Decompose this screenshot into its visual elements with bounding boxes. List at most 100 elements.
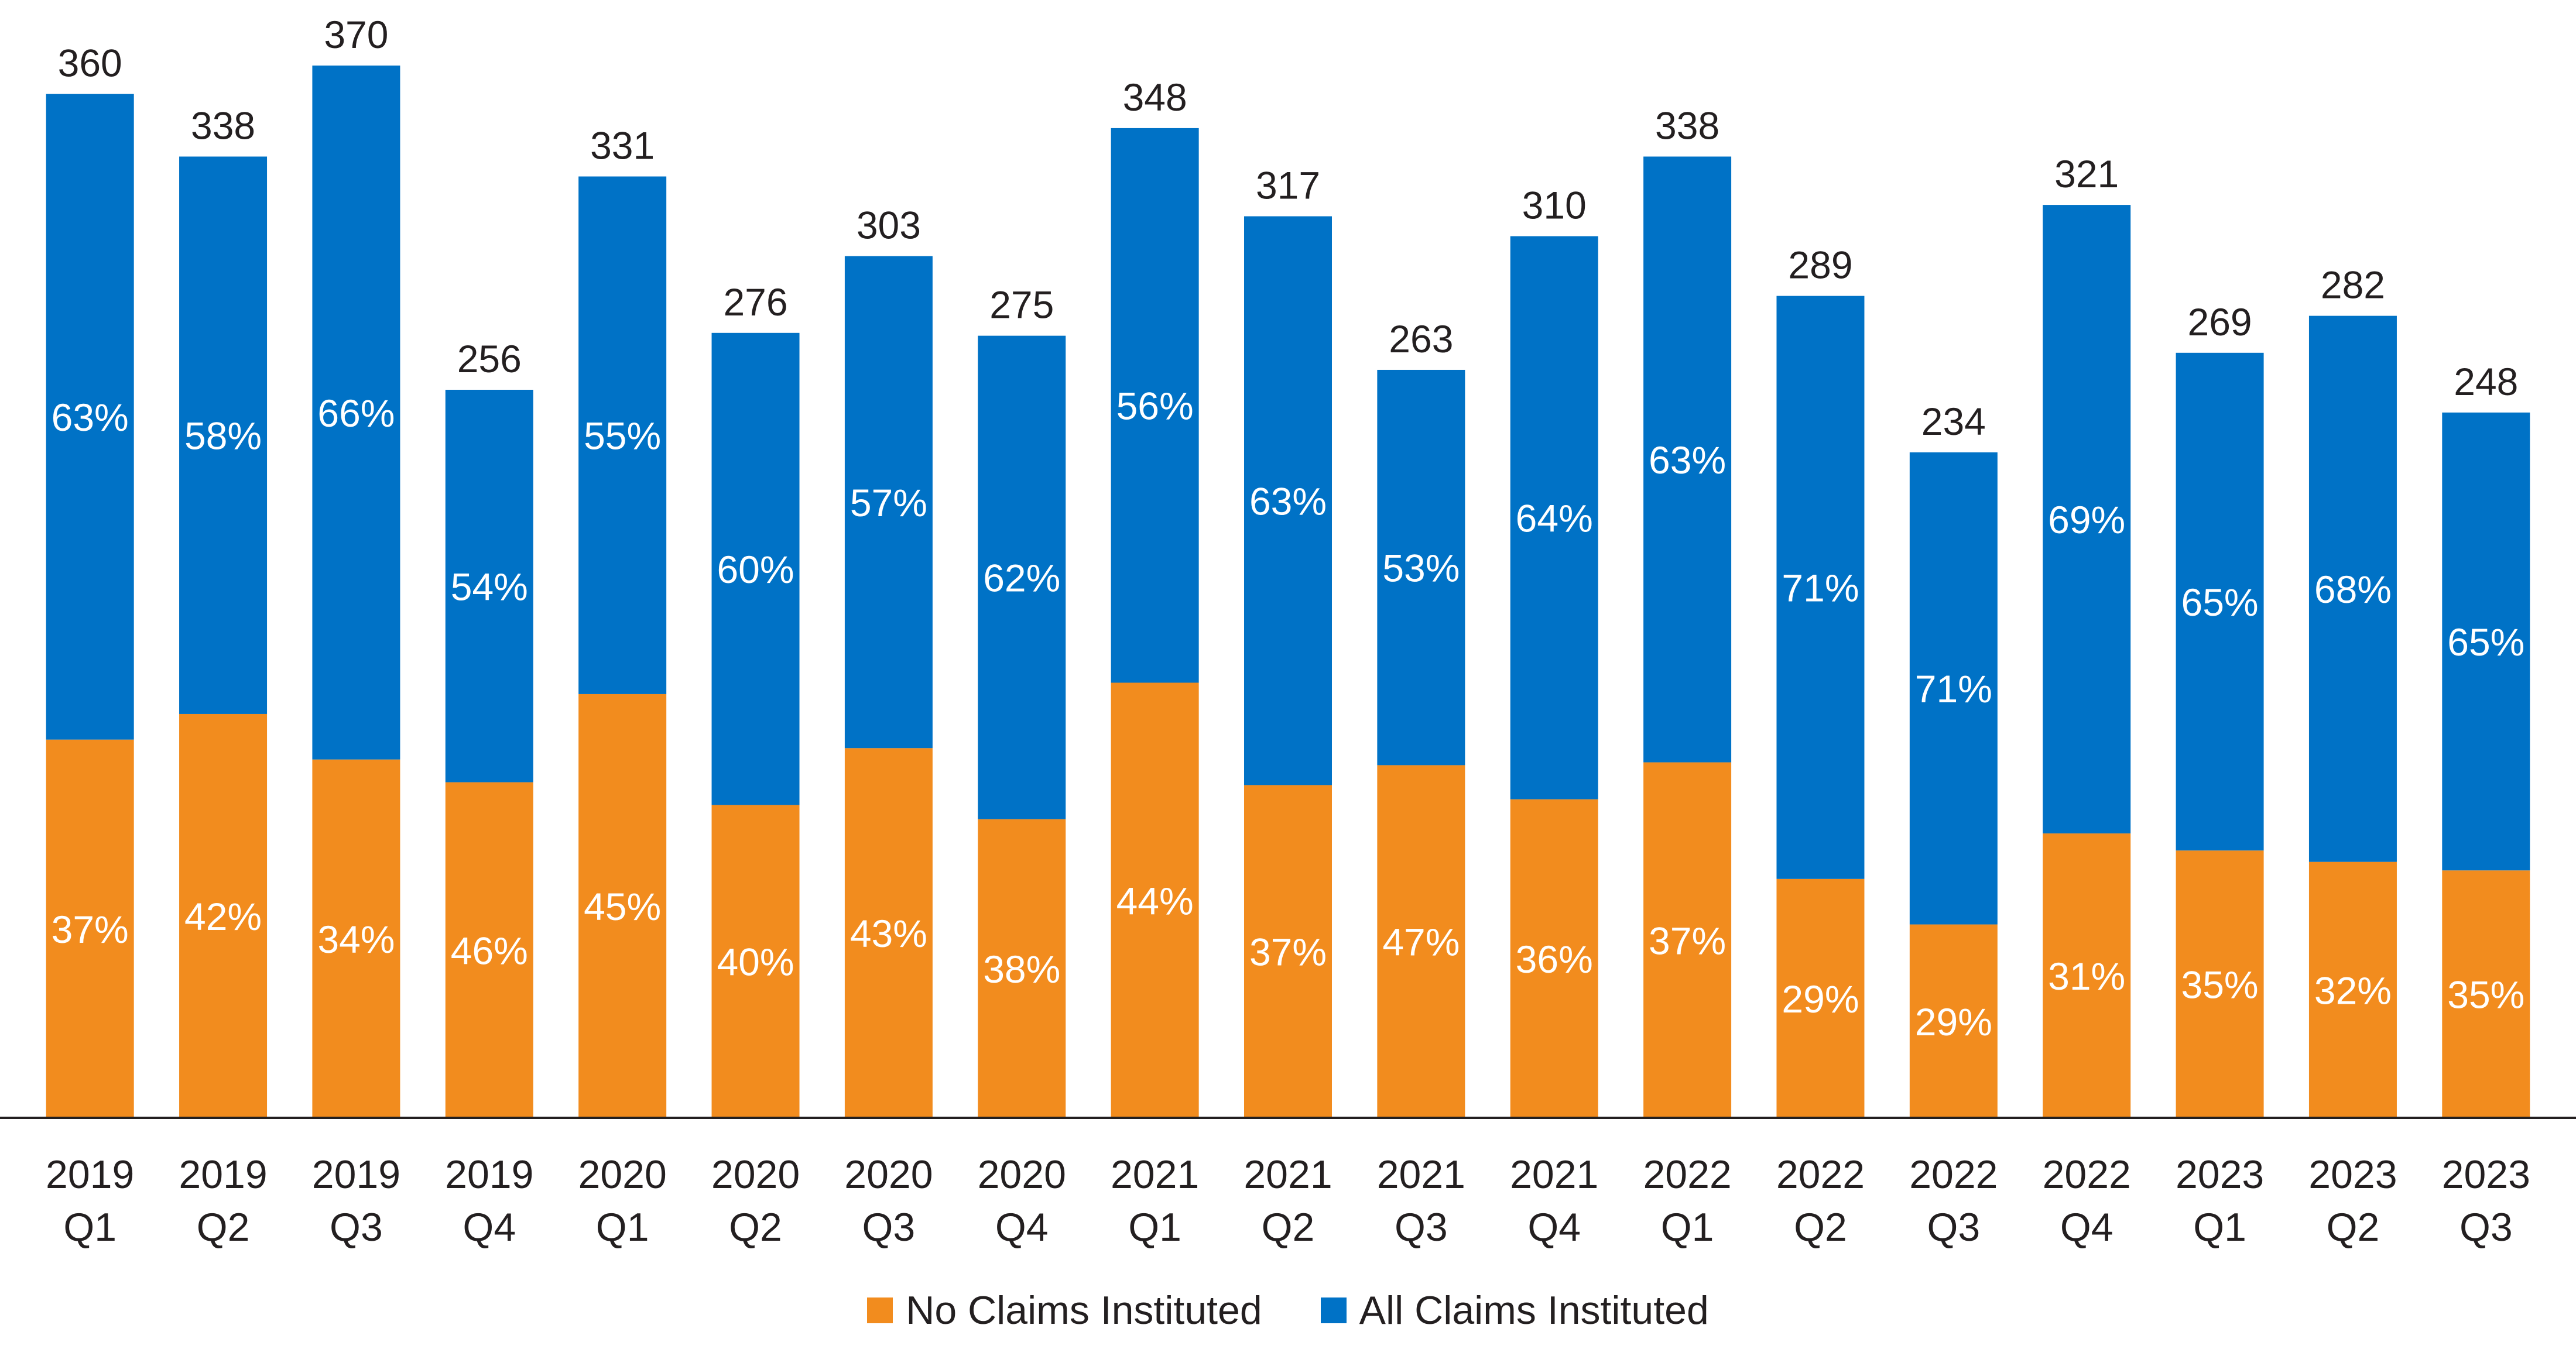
segment-label-all-claims: 65%: [2447, 620, 2524, 664]
segment-label-no-claims: 43%: [850, 912, 927, 955]
total-label: 338: [1655, 104, 1719, 147]
x-tick-label-quarter: Q1: [1128, 1205, 1181, 1250]
segment-label-all-claims: 63%: [1649, 438, 1726, 482]
total-label: 348: [1123, 75, 1187, 119]
x-tick-label-quarter: Q4: [995, 1205, 1049, 1250]
x-tick-label-year: 2023: [2308, 1152, 2397, 1197]
x-tick-label-year: 2019: [445, 1152, 533, 1197]
legend-item-all-claims: All Claims Instituted: [1321, 1288, 1709, 1333]
x-tick-label-year: 2019: [312, 1152, 400, 1197]
segment-label-no-claims: 32%: [2314, 969, 2392, 1012]
x-tick-label-quarter: Q4: [463, 1205, 516, 1250]
x-tick-label-year: 2022: [1776, 1152, 1865, 1197]
x-tick-label-quarter: Q2: [1262, 1205, 1315, 1250]
total-label: 234: [1921, 400, 1986, 443]
segment-label-no-claims: 35%: [2181, 963, 2259, 1007]
x-tick-label-quarter: Q3: [862, 1205, 916, 1250]
segment-label-no-claims: 37%: [1249, 931, 1327, 974]
segment-label-all-claims: 56%: [1116, 385, 1194, 428]
x-tick-label-year: 2022: [2043, 1152, 2131, 1197]
x-tick-label-year: 2020: [711, 1152, 800, 1197]
total-label: 303: [857, 204, 921, 247]
total-label: 263: [1389, 317, 1453, 361]
segment-label-all-claims: 54%: [451, 565, 528, 608]
total-label: 317: [1256, 164, 1320, 207]
x-tick-label-year: 2020: [578, 1152, 667, 1197]
segment-label-all-claims: 71%: [1915, 667, 1992, 710]
segment-label-all-claims: 58%: [184, 414, 262, 458]
segment-label-all-claims: 65%: [2181, 581, 2259, 624]
segment-label-no-claims: 44%: [1116, 879, 1194, 922]
x-tick-label-year: 2020: [844, 1152, 933, 1197]
segment-label-no-claims: 38%: [983, 948, 1060, 991]
segment-label-no-claims: 31%: [2048, 955, 2125, 998]
x-tick-label-quarter: Q4: [1527, 1205, 1581, 1250]
segment-label-all-claims: 64%: [1516, 497, 1593, 540]
total-label: 276: [723, 280, 787, 324]
legend-swatch-no-claims: [867, 1297, 893, 1323]
segment-label-no-claims: 40%: [717, 940, 794, 984]
total-label: 248: [2454, 360, 2518, 403]
segment-label-all-claims: 60%: [717, 548, 794, 591]
segment-label-all-claims: 69%: [2048, 498, 2125, 541]
legend-item-no-claims: No Claims Instituted: [867, 1288, 1262, 1333]
x-tick-label-year: 2019: [179, 1152, 267, 1197]
total-label: 289: [1788, 243, 1852, 287]
segment-label-all-claims: 66%: [317, 392, 395, 435]
segment-label-no-claims: 35%: [2447, 973, 2524, 1017]
x-tick-label-year: 2019: [46, 1152, 134, 1197]
segment-label-no-claims: 45%: [584, 885, 661, 928]
segment-label-all-claims: 53%: [1382, 547, 1460, 590]
total-label: 310: [1522, 184, 1587, 227]
x-tick-label-year: 2021: [1377, 1152, 1465, 1197]
segment-label-no-claims: 36%: [1516, 938, 1593, 981]
segment-label-all-claims: 68%: [2314, 568, 2392, 611]
legend: No Claims Instituted All Claims Institut…: [0, 1288, 2576, 1333]
total-label: 275: [989, 283, 1054, 327]
segment-label-all-claims: 57%: [850, 481, 927, 524]
x-tick-label-quarter: Q2: [1794, 1205, 1847, 1250]
total-label: 321: [2054, 152, 2119, 195]
x-tick-label-quarter: Q3: [1927, 1205, 1980, 1250]
total-label: 370: [324, 13, 388, 56]
x-tick-label-year: 2023: [2176, 1152, 2264, 1197]
segment-label-all-claims: 63%: [1249, 479, 1327, 523]
segment-label-all-claims: 71%: [1782, 567, 1859, 610]
x-tick-label-quarter: Q2: [2327, 1205, 2380, 1250]
total-label: 331: [590, 124, 655, 167]
segment-label-all-claims: 55%: [584, 414, 661, 458]
x-tick-label-year: 2022: [1909, 1152, 1998, 1197]
x-tick-label-year: 2021: [1244, 1152, 1332, 1197]
x-tick-label-year: 2021: [1111, 1152, 1199, 1197]
x-tick-label-quarter: Q3: [2459, 1205, 2513, 1250]
x-tick-label-quarter: Q2: [197, 1205, 250, 1250]
segment-label-no-claims: 42%: [184, 895, 262, 938]
x-tick-label-year: 2020: [978, 1152, 1066, 1197]
x-tick-label-quarter: Q1: [1661, 1205, 1714, 1250]
legend-swatch-all-claims: [1321, 1297, 1347, 1323]
segment-label-no-claims: 37%: [1649, 919, 1726, 962]
total-label: 338: [191, 104, 255, 147]
x-tick-label-year: 2021: [1510, 1152, 1598, 1197]
segment-label-no-claims: 46%: [451, 929, 528, 972]
x-tick-labels-group: 2019 Q1 2019 Q2 2019 Q3 2019 Q4 2020 Q1 2020 Q2 2020…: [46, 1152, 2530, 1250]
legend-label-no-claims: No Claims Instituted: [906, 1288, 1262, 1333]
x-tick-label-year: 2022: [1643, 1152, 1731, 1197]
segment-label-no-claims: 47%: [1382, 921, 1460, 964]
stacked-bar-chart: 37% 63% 42% 58% 34% 66% 46% 54% 45% 55% 40% 60% 43% 5…: [0, 0, 2576, 1288]
segment-label-no-claims: 37%: [52, 908, 129, 951]
x-tick-label-quarter: Q1: [2193, 1205, 2246, 1250]
x-tick-label-year: 2023: [2442, 1152, 2530, 1197]
segment-label-all-claims: 62%: [983, 557, 1060, 600]
total-label: 269: [2188, 300, 2252, 344]
segment-label-no-claims: 29%: [1782, 977, 1859, 1021]
x-tick-label-quarter: Q4: [2060, 1205, 2113, 1250]
x-tick-label-quarter: Q3: [330, 1205, 383, 1250]
segment-label-no-claims: 29%: [1915, 1000, 1992, 1043]
x-tick-label-quarter: Q1: [63, 1205, 117, 1250]
x-tick-label-quarter: Q1: [596, 1205, 649, 1250]
legend-label-all-claims: All Claims Instituted: [1359, 1288, 1709, 1333]
x-tick-label-quarter: Q2: [729, 1205, 782, 1250]
total-label: 256: [457, 337, 522, 380]
segment-label-no-claims: 34%: [317, 918, 395, 961]
